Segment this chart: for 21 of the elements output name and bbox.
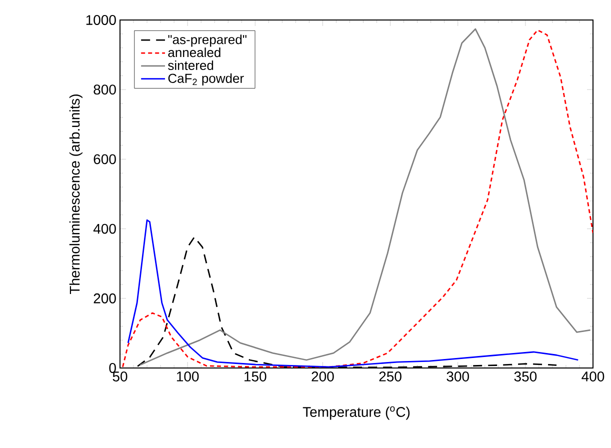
- x-tick-label: 50: [112, 372, 128, 382]
- x-axis-title: Temperature ($^{o}$C): [302, 406, 410, 420]
- y-axis-title: Thermoluminescence (arb.units): [69, 94, 82, 294]
- y-tick-label: 800: [94, 84, 116, 95]
- y-tick-label: 400: [93, 224, 116, 234]
- x-tick-label: 150: [244, 372, 266, 382]
- legend-label: CaF$_{2}$ powder: [168, 73, 244, 86]
- legend-label: "as-prepared": [168, 34, 246, 47]
- x-tick-label: 350: [514, 372, 537, 382]
- x-tick-label: 100: [176, 372, 199, 382]
- x-tick-label: 250: [379, 372, 402, 382]
- legend-label: annealed: [168, 48, 220, 58]
- x-tick-label: 200: [312, 372, 334, 382]
- x-tick-label: 400: [582, 372, 604, 382]
- x-tick-label: 300: [446, 372, 469, 382]
- y-tick-label: 600: [94, 154, 116, 164]
- y-tick-label: 0: [109, 363, 116, 373]
- line-series: [127, 219, 579, 368]
- legend-label: sintered: [168, 60, 214, 70]
- y-tick-label: 200: [94, 293, 116, 304]
- y-tick-label: 1000: [86, 15, 116, 25]
